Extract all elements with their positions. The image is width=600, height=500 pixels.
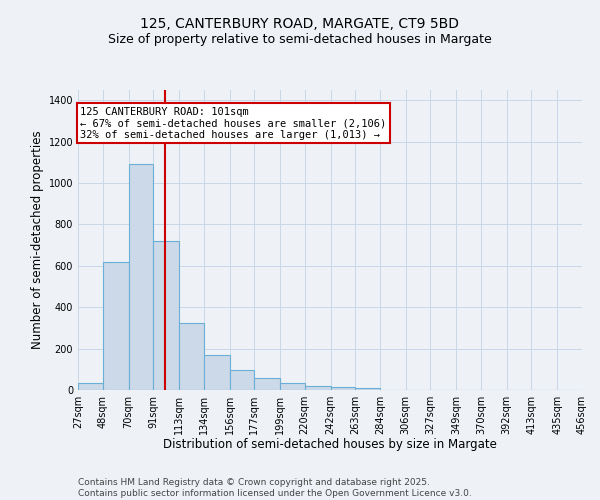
Bar bbox=[305, 386, 331, 390]
Bar bbox=[153, 241, 179, 390]
Bar bbox=[204, 355, 230, 390]
Bar bbox=[179, 323, 204, 390]
Bar bbox=[128, 164, 153, 390]
Bar bbox=[254, 378, 280, 390]
Bar bbox=[230, 370, 254, 390]
Y-axis label: Number of semi-detached properties: Number of semi-detached properties bbox=[31, 130, 44, 350]
Text: 125, CANTERBURY ROAD, MARGATE, CT9 5BD: 125, CANTERBURY ROAD, MARGATE, CT9 5BD bbox=[140, 18, 460, 32]
Bar bbox=[280, 383, 305, 390]
Text: 125 CANTERBURY ROAD: 101sqm
← 67% of semi-detached houses are smaller (2,106)
32: 125 CANTERBURY ROAD: 101sqm ← 67% of sem… bbox=[80, 106, 386, 140]
Bar bbox=[103, 262, 128, 390]
Text: Size of property relative to semi-detached houses in Margate: Size of property relative to semi-detach… bbox=[108, 32, 492, 46]
X-axis label: Distribution of semi-detached houses by size in Margate: Distribution of semi-detached houses by … bbox=[163, 438, 497, 452]
Bar bbox=[331, 387, 355, 390]
Bar bbox=[355, 388, 380, 390]
Bar bbox=[78, 383, 103, 390]
Text: Contains HM Land Registry data © Crown copyright and database right 2025.
Contai: Contains HM Land Registry data © Crown c… bbox=[78, 478, 472, 498]
